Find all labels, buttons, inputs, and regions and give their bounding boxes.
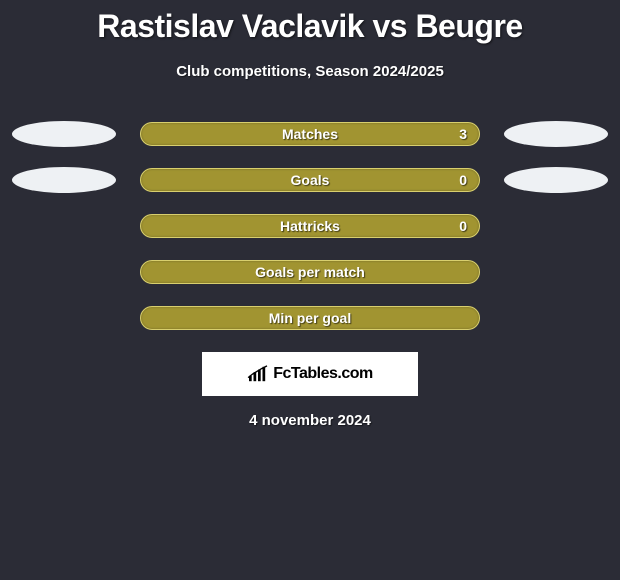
stat-bar: Min per goal (140, 306, 480, 330)
stat-label: Goals (291, 172, 330, 188)
stat-value: 0 (459, 172, 467, 188)
vs-text: vs (372, 8, 407, 44)
player-b-name: Beugre (415, 8, 522, 44)
stat-bar: Hattricks 0 (140, 214, 480, 238)
player-b-indicator (504, 305, 608, 331)
player-a-name: Rastislav Vaclavik (97, 8, 364, 44)
stat-row: Goals 0 (0, 168, 620, 192)
comparison-card: Rastislav Vaclavik vs Beugre Club compet… (0, 0, 620, 580)
brand-logo-box: FcTables.com (202, 352, 418, 396)
brand-text: FcTables.com (273, 365, 373, 383)
snapshot-date: 4 november 2024 (0, 412, 620, 429)
stat-label: Goals per match (255, 264, 365, 280)
player-a-indicator (12, 121, 116, 147)
player-b-indicator (504, 259, 608, 285)
stat-row: Goals per match (0, 260, 620, 284)
barchart-line-icon (247, 365, 269, 383)
stat-row: Min per goal (0, 306, 620, 330)
player-a-indicator (12, 213, 116, 239)
player-b-indicator (504, 213, 608, 239)
stat-row: Matches 3 (0, 122, 620, 146)
player-a-indicator (12, 259, 116, 285)
stat-bar: Goals 0 (140, 168, 480, 192)
player-b-indicator (504, 121, 608, 147)
stat-label: Matches (282, 126, 338, 142)
stat-bar: Goals per match (140, 260, 480, 284)
stat-row: Hattricks 0 (0, 214, 620, 238)
stat-bar: Matches 3 (140, 122, 480, 146)
brand-logo: FcTables.com (247, 365, 373, 383)
stat-label: Min per goal (269, 310, 351, 326)
player-a-indicator (12, 305, 116, 331)
stat-value: 3 (459, 126, 467, 142)
player-b-indicator (504, 167, 608, 193)
page-title: Rastislav Vaclavik vs Beugre (0, 0, 620, 45)
player-a-indicator (12, 167, 116, 193)
subtitle: Club competitions, Season 2024/2025 (0, 63, 620, 80)
stat-label: Hattricks (280, 218, 340, 234)
stat-rows: Matches 3 Goals 0 Hattricks 0 Goals per match M… (0, 122, 620, 330)
stat-value: 0 (459, 218, 467, 234)
